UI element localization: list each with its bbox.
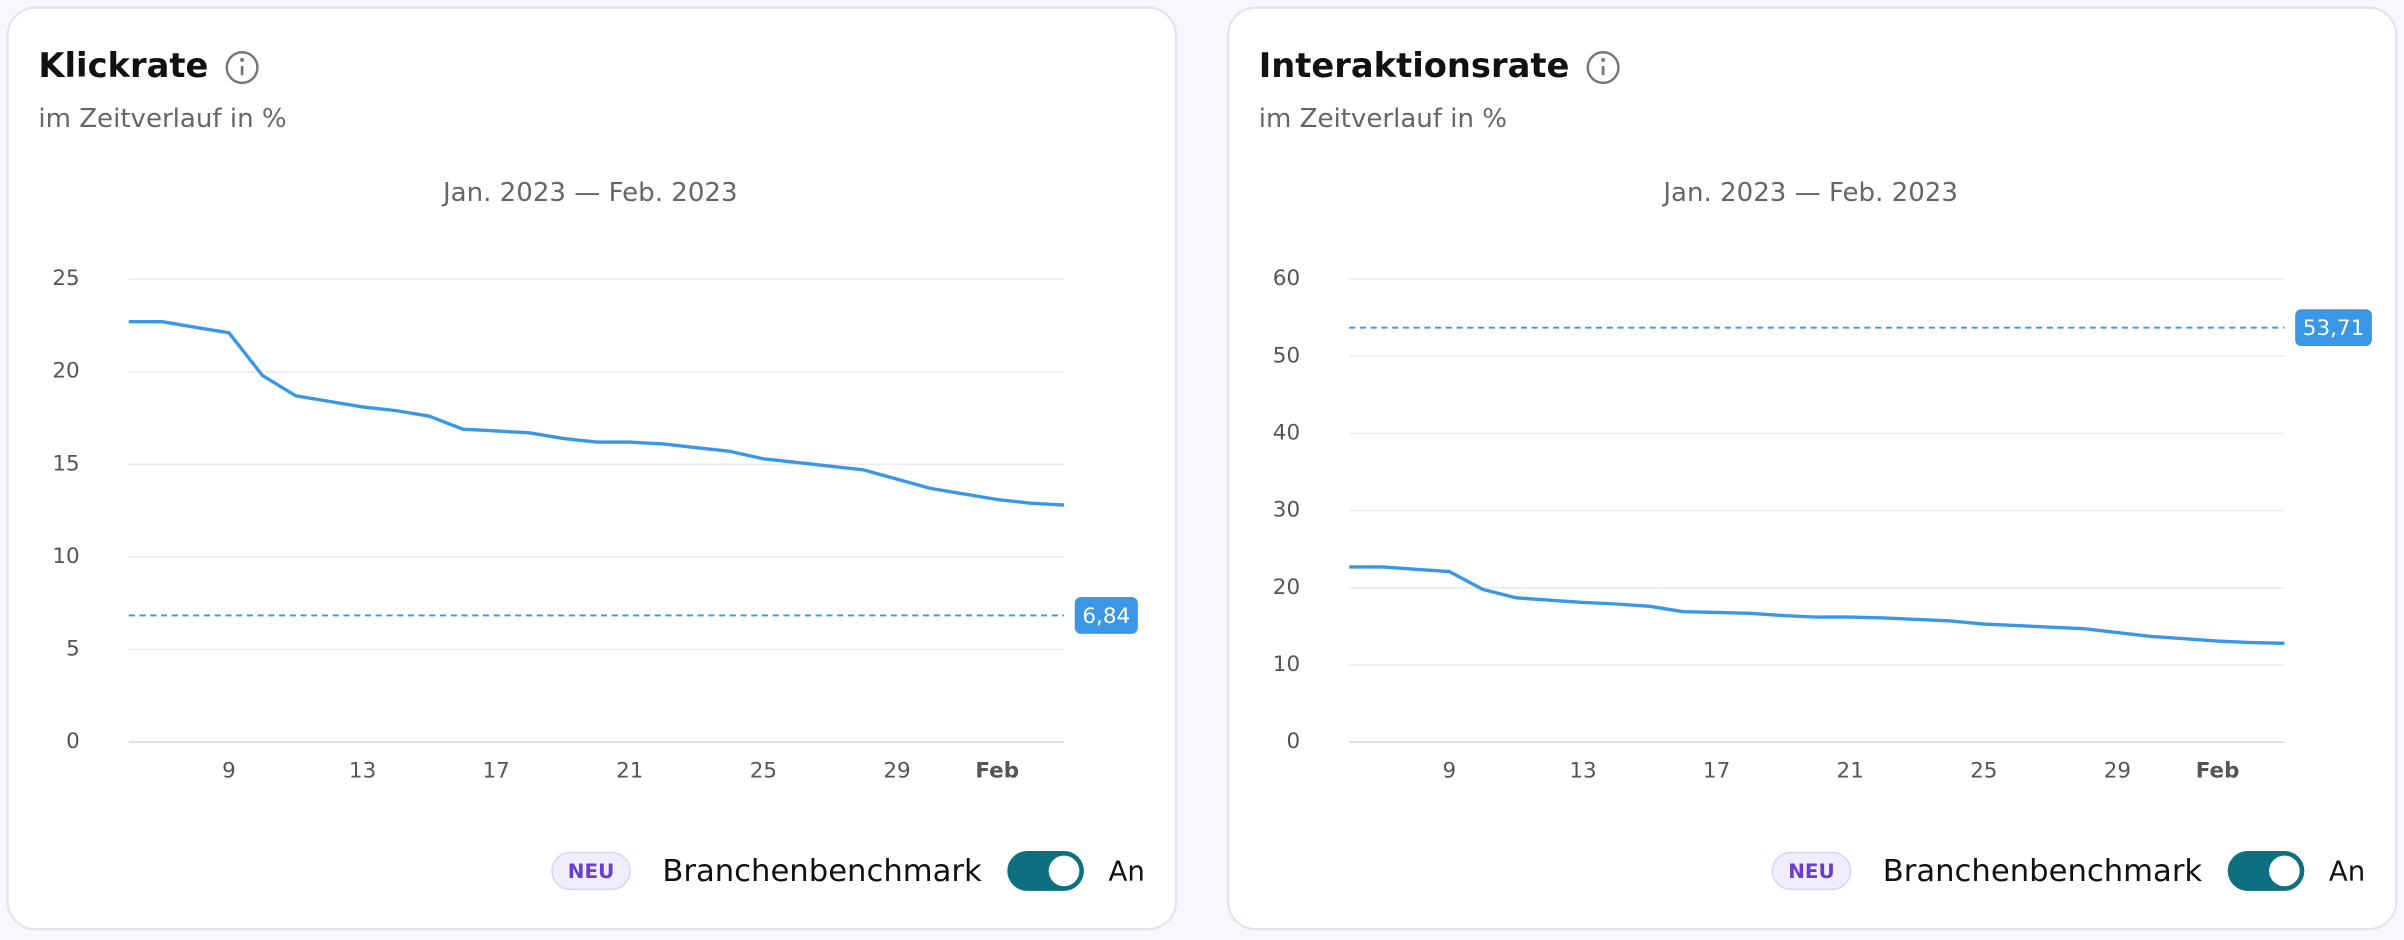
benchmark-label: 6,84 [1074,597,1138,634]
x-tick-label: 17 [1703,758,1730,783]
card-title: Interaktionsrate [1259,46,1570,85]
chart-subtitle: Jan. 2023 — Feb. 2023 [1661,178,1958,208]
toggle-knob[interactable] [2269,855,2300,887]
benchmark-label: 53,71 [2295,309,2372,347]
y-tick-label: 0 [1286,729,1300,754]
y-tick-label: 25 [52,266,79,291]
toggle-switch[interactable] [2227,850,2305,891]
badge: NEU [1788,860,1834,883]
y-tick-label: 20 [52,359,79,384]
x-tick-label: 9 [222,758,236,783]
toggle-state: An [1108,854,1144,887]
toggle-state: An [2329,854,2365,887]
y-tick-label: 5 [66,637,80,662]
badge-background [551,851,631,891]
toggle-switch[interactable] [1007,850,1084,891]
benchmark-label-text: 53,71 [2303,316,2364,341]
card-subtitle: im Zeitverlauf in % [38,104,286,134]
y-tick-label: 10 [1273,652,1300,677]
y-tick-label: 30 [1273,498,1300,523]
x-tick-label: 13 [1569,758,1596,783]
x-tick-label: 25 [1970,758,1997,783]
x-tick-label: 21 [616,758,643,783]
toggle-label: Branchenbenchmark [662,854,982,889]
card-background [6,6,1178,931]
card: Interaktionsrate im Zeitverlauf in % Jan. … [1226,6,2398,931]
badge-background [1771,851,1852,891]
x-tick-label: 29 [2104,758,2131,783]
info-dot [240,57,245,62]
card-background [1226,6,2398,931]
y-tick-label: 40 [1273,420,1300,445]
card-title: Klickrate [38,46,208,85]
x-tick-label: 21 [1837,758,1864,783]
benchmark-label-box [2295,309,2372,347]
badge: NEU [568,860,614,883]
y-tick-label: 10 [52,544,79,569]
info-circle [225,50,259,85]
line-series [128,320,1065,507]
toggle-label: Branchenbenchmark [1883,854,2203,889]
y-tick-label: 20 [1273,575,1300,600]
x-tick-label: Feb [2196,758,2240,783]
info-circle [1586,50,1620,85]
x-tick-label: 17 [483,758,510,783]
info-dot [1601,57,1606,62]
x-tick-label: 9 [1443,758,1457,783]
benchmark-label-box [1074,597,1138,634]
card: Klickrate im Zeitverlauf in % Jan. 2023 — … [6,6,1178,931]
x-tick-label: 29 [883,758,910,783]
toggle-knob[interactable] [1048,855,1080,887]
y-tick-label: 60 [1273,266,1300,291]
card-subtitle: im Zeitverlauf in % [1259,104,1507,134]
info-icon[interactable] [1586,50,1620,85]
chart-subtitle: Jan. 2023 — Feb. 2023 [441,178,738,208]
line-series [1349,565,2285,646]
x-tick-label: Feb [975,758,1019,783]
x-tick-label: 13 [349,758,376,783]
info-icon[interactable] [225,50,259,85]
y-tick-label: 15 [52,451,79,476]
y-tick-label: 50 [1273,343,1300,368]
x-tick-label: 25 [750,758,777,783]
y-tick-label: 0 [66,729,80,754]
benchmark-label-text: 6,84 [1082,604,1130,629]
